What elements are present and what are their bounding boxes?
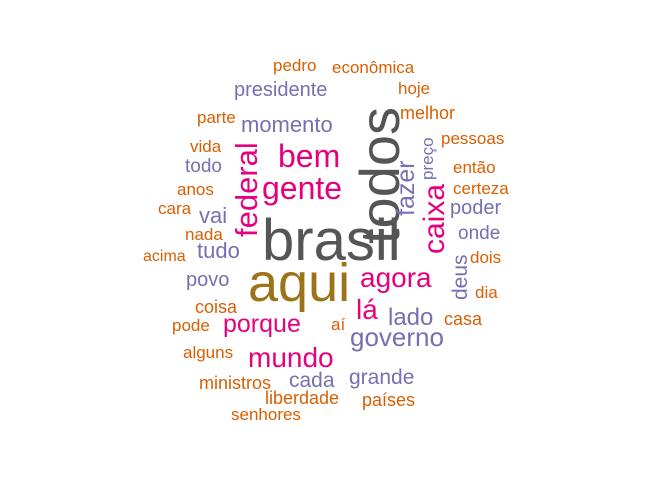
word-lado: lado	[388, 304, 434, 331]
word-acima: acima	[143, 248, 186, 265]
word-agora: agora	[360, 262, 432, 293]
word-hoje: hoje	[398, 79, 431, 98]
word-preco: preço	[418, 137, 437, 180]
word-caixa: caixa	[418, 183, 451, 254]
word-dia: dia	[475, 283, 498, 302]
word-senhores: senhores	[231, 405, 301, 424]
word-entao: então	[453, 158, 496, 177]
word-onde: onde	[458, 223, 501, 244]
word-presidente: presidente	[234, 79, 328, 101]
word-economica: econômica	[332, 58, 415, 77]
word-federal: federal	[229, 142, 264, 237]
word-povo: povo	[186, 269, 230, 291]
word-parte: parte	[197, 108, 236, 127]
word-deus: deus	[449, 254, 472, 300]
word-casa: casa	[444, 309, 483, 329]
word-porque: porque	[223, 310, 301, 338]
word-cada: cada	[289, 369, 335, 392]
word-fazer: fazer	[392, 160, 420, 216]
word-poder: poder	[450, 197, 502, 219]
word-pode: pode	[172, 316, 210, 335]
word-paises: países	[362, 390, 416, 410]
word-ministros: ministros	[199, 373, 272, 393]
word-vai: vai	[199, 203, 228, 228]
word-grande: grande	[349, 366, 415, 389]
word-aqui: aqui	[248, 253, 351, 313]
word-liberdade: liberdade	[265, 388, 340, 408]
word-pedro: pedro	[273, 56, 317, 75]
word-vida: vida	[190, 137, 222, 156]
word-tudo: tudo	[197, 238, 240, 263]
word-melhor: melhor	[400, 103, 456, 123]
word-gente: gente	[262, 170, 343, 206]
word-ai: aí	[331, 315, 346, 334]
word-pessoas: pessoas	[441, 129, 505, 148]
word-la: lá	[356, 294, 378, 325]
word-governo: governo	[350, 322, 444, 352]
word-anos: anos	[177, 180, 214, 199]
word-mundo: mundo	[248, 342, 334, 373]
word-momento: momento	[241, 112, 333, 137]
word-brasil: brasil	[262, 208, 401, 273]
word-alguns: alguns	[183, 343, 234, 362]
word-bem: bem	[278, 138, 341, 174]
word-cara: cara	[158, 199, 192, 218]
word-certeza: certeza	[453, 179, 509, 198]
word-dois: dois	[470, 248, 502, 267]
word-coisa: coisa	[195, 297, 238, 317]
word-todo: todo	[185, 156, 222, 177]
word-nada: nada	[185, 225, 223, 244]
